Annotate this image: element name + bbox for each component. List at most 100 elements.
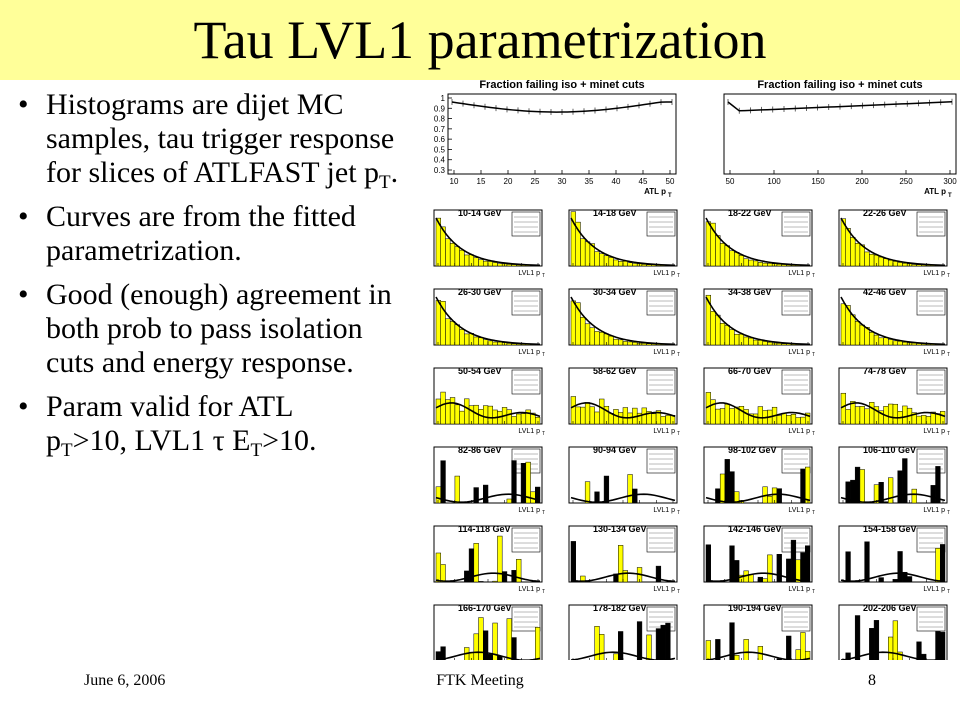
histogram-bar: [888, 259, 894, 267]
histogram-bar: [483, 630, 489, 660]
x-axis-label: LVL1 p: [653, 586, 675, 593]
histogram-bar: [473, 336, 479, 346]
y-tick-label: 0.5: [434, 145, 446, 154]
histogram-bar: [729, 250, 735, 267]
x-tick-label: 10: [450, 177, 459, 186]
histogram-bar: [845, 652, 851, 660]
bullet-1: • Histograms are dijet MC samples, tau t…: [18, 88, 413, 192]
histogram-bar: [589, 406, 595, 425]
histogram-bar: [776, 554, 782, 583]
histogram-bar: [869, 628, 875, 660]
histogram-bar: [454, 404, 460, 425]
histogram-bar: [478, 581, 484, 583]
x-axis-label-sub: T: [812, 431, 815, 437]
bullet-4: • Param valid for ATL pT>10, LVL1 τ ET>1…: [18, 390, 413, 460]
stats-box: [781, 211, 811, 237]
histogram-bar: [511, 343, 517, 346]
histogram-bar: [845, 228, 851, 267]
histogram-bar: [506, 409, 512, 425]
x-axis-label-sub: T: [677, 431, 680, 437]
fit-curve: [705, 402, 811, 419]
title-bar: [0, 0, 960, 80]
x-tick-label: 300: [943, 177, 957, 186]
x-axis-label-sub: T: [812, 510, 815, 516]
x-axis-label: LVL1 p: [518, 270, 540, 277]
bullet-dot-icon: •: [18, 88, 29, 121]
histogram-bar: [902, 341, 908, 346]
histogram-bar: [665, 415, 671, 425]
histogram-bar: [473, 257, 479, 267]
histogram-bar: [483, 260, 489, 267]
x-axis-label: LVL1 p: [788, 428, 810, 435]
histogram-bar: [757, 576, 763, 583]
panel-title: 58-62 GeV: [593, 366, 637, 376]
bullet-2-text: Curves are from the fitted parametrizati…: [46, 200, 356, 267]
panel-title: 202-206 GeV: [863, 603, 917, 613]
histogram-bar: [497, 263, 503, 267]
histogram-bar: [483, 484, 489, 504]
histogram-bar: [795, 559, 801, 583]
histogram-bar: [921, 415, 927, 425]
panel-title: 50-54 GeV: [458, 366, 502, 376]
x-axis-label: LVL1 p: [923, 507, 945, 514]
histogram-bar: [435, 552, 441, 583]
stats-box: [781, 606, 811, 632]
histogram-bar: [646, 264, 652, 267]
histogram-bar: [935, 548, 941, 583]
histogram-bar: [850, 401, 856, 425]
histogram-bar: [748, 259, 754, 267]
fit-curve: [705, 296, 811, 346]
histogram-bar: [776, 488, 782, 504]
x-tick-label: 50: [666, 177, 675, 186]
histogram-bar: [478, 337, 484, 346]
histogram-bar: [873, 620, 880, 660]
histogram-bar: [622, 570, 628, 583]
histogram-bar: [729, 471, 735, 504]
histogram-bar: [584, 481, 591, 504]
x-axis-label: ATL p: [644, 187, 666, 196]
x-tick-label: 250: [899, 177, 913, 186]
x-axis-label-sub: T: [812, 352, 815, 358]
histogram-bar: [859, 406, 865, 425]
histogram-bar: [580, 238, 586, 267]
fit-curve: [570, 493, 676, 503]
histogram-bar: [757, 262, 763, 267]
panel-title: 82-86 GeV: [458, 445, 502, 455]
fit-curve: [570, 402, 676, 419]
histogram-bar: [734, 491, 740, 504]
histogram-bar: [719, 473, 726, 504]
histogram-bar: [449, 242, 456, 267]
y-tick-label: 0.6: [434, 135, 446, 144]
panel-title: 22-26 GeV: [863, 208, 907, 218]
histogram-bar: [781, 412, 787, 425]
y-tick-label: 1: [441, 94, 446, 103]
fit-curve: [435, 572, 541, 583]
histogram-bar: [916, 415, 922, 425]
x-axis-label-sub: T: [542, 589, 545, 595]
histogram-bar: [729, 408, 735, 425]
histogram-bar: [599, 634, 605, 660]
fit-curve: [705, 217, 811, 267]
histogram-bar: [608, 335, 614, 346]
x-axis-label: LVL1 p: [653, 270, 675, 277]
histogram-bar: [520, 413, 527, 425]
bullet-list: • Histograms are dijet MC samples, tau t…: [18, 88, 413, 468]
histogram-bar: [776, 415, 782, 425]
histogram-bar: [911, 488, 917, 504]
histogram-bar: [641, 343, 647, 346]
histogram-bar: [883, 258, 889, 267]
histogram-bar: [487, 340, 493, 346]
histogram-bar: [613, 338, 619, 346]
histogram-bar: [795, 417, 801, 425]
histogram-bar: [921, 653, 927, 660]
stats-box: [646, 211, 676, 237]
histogram-bar: [743, 336, 749, 346]
tau-symbol: τ: [212, 424, 225, 457]
